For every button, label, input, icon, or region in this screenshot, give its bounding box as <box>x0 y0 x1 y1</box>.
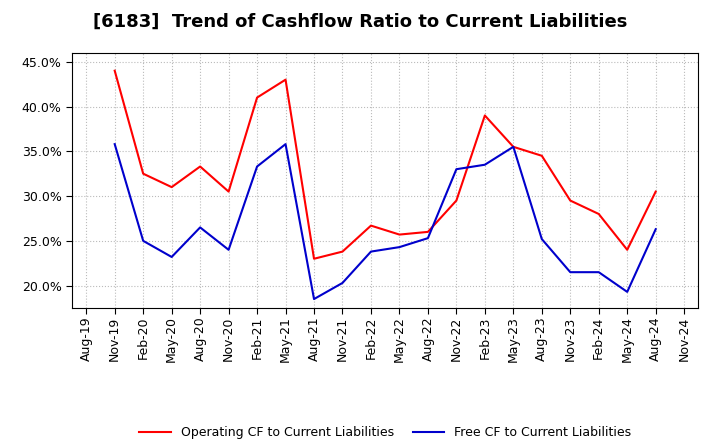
Operating CF to Current Liabilities <box>566 198 575 203</box>
Operating CF to Current Liabilities <box>167 184 176 190</box>
Operating CF to Current Liabilities <box>338 249 347 254</box>
Operating CF to Current Liabilities <box>595 211 603 216</box>
Text: [6183]  Trend of Cashflow Ratio to Current Liabilities: [6183] Trend of Cashflow Ratio to Curren… <box>93 13 627 31</box>
Operating CF to Current Liabilities <box>623 247 631 253</box>
Operating CF to Current Liabilities <box>652 189 660 194</box>
Operating CF to Current Liabilities <box>196 164 204 169</box>
Free CF to Current Liabilities <box>480 162 489 167</box>
Free CF to Current Liabilities <box>282 142 290 147</box>
Free CF to Current Liabilities <box>366 249 375 254</box>
Free CF to Current Liabilities <box>509 144 518 150</box>
Operating CF to Current Liabilities <box>452 198 461 203</box>
Operating CF to Current Liabilities <box>423 229 432 235</box>
Free CF to Current Liabilities <box>196 225 204 230</box>
Free CF to Current Liabilities <box>595 270 603 275</box>
Operating CF to Current Liabilities <box>139 171 148 176</box>
Free CF to Current Liabilities <box>225 247 233 253</box>
Operating CF to Current Liabilities <box>253 95 261 100</box>
Free CF to Current Liabilities <box>253 164 261 169</box>
Operating CF to Current Liabilities <box>110 68 119 73</box>
Operating CF to Current Liabilities <box>395 232 404 237</box>
Free CF to Current Liabilities <box>537 236 546 242</box>
Operating CF to Current Liabilities <box>366 223 375 228</box>
Line: Free CF to Current Liabilities: Free CF to Current Liabilities <box>114 144 656 299</box>
Free CF to Current Liabilities <box>110 142 119 147</box>
Free CF to Current Liabilities <box>423 235 432 241</box>
Free CF to Current Liabilities <box>338 280 347 286</box>
Free CF to Current Liabilities <box>310 297 318 302</box>
Operating CF to Current Liabilities <box>310 256 318 261</box>
Free CF to Current Liabilities <box>566 270 575 275</box>
Line: Operating CF to Current Liabilities: Operating CF to Current Liabilities <box>114 71 656 259</box>
Operating CF to Current Liabilities <box>537 153 546 158</box>
Operating CF to Current Liabilities <box>480 113 489 118</box>
Free CF to Current Liabilities <box>623 289 631 294</box>
Free CF to Current Liabilities <box>139 238 148 243</box>
Legend: Operating CF to Current Liabilities, Free CF to Current Liabilities: Operating CF to Current Liabilities, Fre… <box>135 422 636 440</box>
Free CF to Current Liabilities <box>452 167 461 172</box>
Operating CF to Current Liabilities <box>225 189 233 194</box>
Operating CF to Current Liabilities <box>282 77 290 82</box>
Operating CF to Current Liabilities <box>509 144 518 150</box>
Free CF to Current Liabilities <box>167 254 176 260</box>
Free CF to Current Liabilities <box>395 245 404 250</box>
Free CF to Current Liabilities <box>652 227 660 232</box>
